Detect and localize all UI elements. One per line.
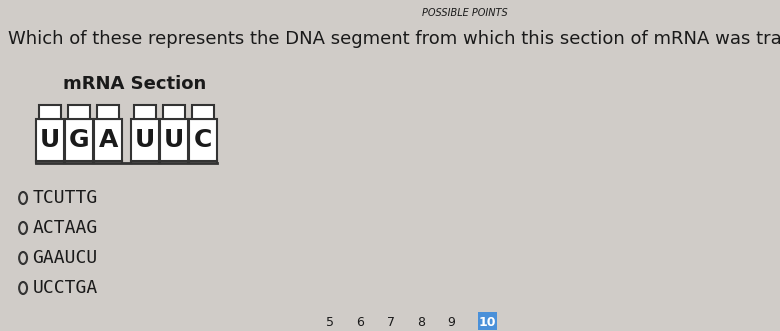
Text: A: A bbox=[98, 128, 118, 152]
Polygon shape bbox=[68, 105, 90, 119]
Bar bbox=[161, 119, 188, 161]
Text: POSSIBLE POINTS: POSSIBLE POINTS bbox=[422, 8, 508, 18]
Text: C: C bbox=[194, 128, 212, 152]
Text: U: U bbox=[164, 128, 184, 152]
Polygon shape bbox=[39, 105, 62, 119]
Text: ACTAAG: ACTAAG bbox=[32, 219, 98, 237]
Text: Which of these represents the DNA segment from which this section of mRNA was tr: Which of these represents the DNA segmen… bbox=[8, 30, 780, 48]
Text: mRNA Section: mRNA Section bbox=[62, 75, 206, 93]
Text: 5: 5 bbox=[326, 315, 334, 328]
Text: UCCTGA: UCCTGA bbox=[32, 279, 98, 297]
Text: U: U bbox=[40, 128, 60, 152]
Bar bbox=[94, 119, 122, 161]
Text: 6: 6 bbox=[356, 315, 364, 328]
Text: 10: 10 bbox=[479, 315, 496, 328]
Text: G: G bbox=[69, 128, 90, 152]
Bar bbox=[478, 312, 497, 330]
Text: 8: 8 bbox=[417, 315, 425, 328]
Text: TCUTTG: TCUTTG bbox=[32, 189, 98, 207]
Text: 7: 7 bbox=[387, 315, 395, 328]
Text: U: U bbox=[135, 128, 155, 152]
Bar bbox=[190, 119, 217, 161]
Text: GAAUCU: GAAUCU bbox=[32, 249, 98, 267]
Polygon shape bbox=[97, 105, 119, 119]
Bar bbox=[131, 119, 159, 161]
Bar bbox=[66, 119, 93, 161]
Polygon shape bbox=[192, 105, 214, 119]
Polygon shape bbox=[163, 105, 186, 119]
Text: 9: 9 bbox=[448, 315, 456, 328]
Bar bbox=[37, 119, 64, 161]
Polygon shape bbox=[134, 105, 156, 119]
